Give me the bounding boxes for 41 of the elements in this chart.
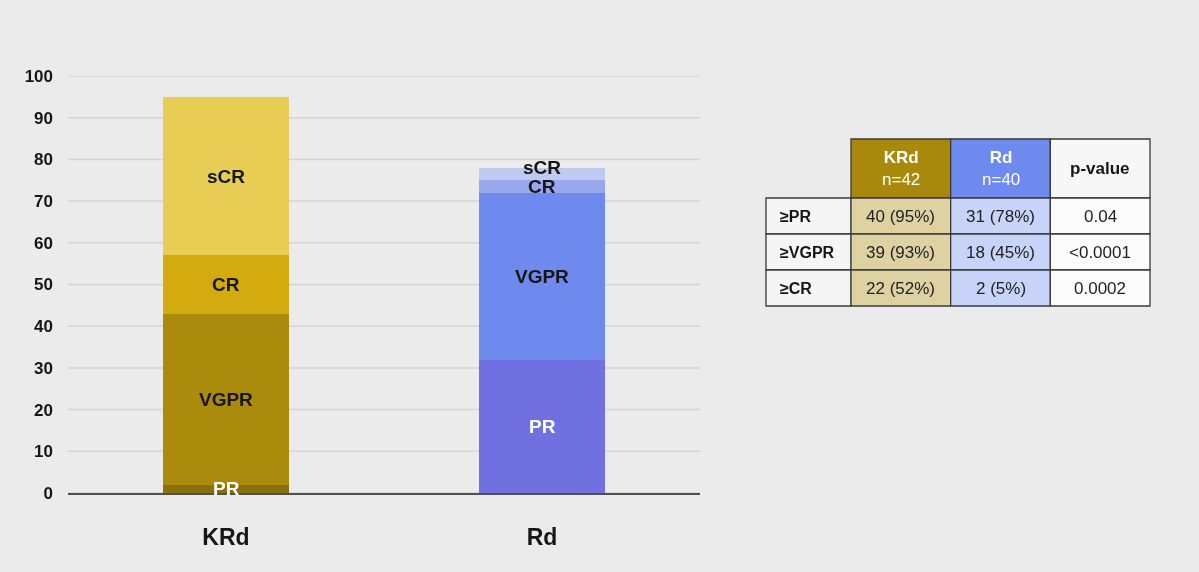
bar: [478, 359, 606, 493]
x-tick-label: KRd: [202, 523, 250, 550]
series-label: sCR: [523, 157, 562, 178]
text: 39 (93%): [866, 243, 935, 262]
text: sCR: [207, 166, 246, 187]
y-tick-label: 90: [34, 108, 53, 128]
y-tick-label: 20: [34, 400, 53, 420]
y-tick-label: 80: [34, 150, 53, 170]
series-label: VGPR: [199, 389, 254, 410]
y-tick-label: 30: [34, 358, 53, 378]
y-tick-label: 100: [24, 66, 53, 86]
y-tick-label: 40: [34, 317, 53, 337]
category-label: ≥PR: [780, 208, 812, 225]
y-tick-label: 50: [34, 275, 53, 295]
text: 31 (78%): [966, 207, 1035, 226]
series-label: PR: [213, 478, 240, 499]
y-tick-label: 70: [34, 192, 53, 212]
text: CR: [212, 274, 240, 295]
bar: [478, 180, 606, 193]
text: 18 (45%): [966, 243, 1035, 262]
series-label: CR: [528, 176, 556, 197]
category-label: Rd n=40: [982, 148, 1021, 190]
bar: [478, 192, 606, 360]
text: 40 (95%): [866, 207, 935, 226]
category-label: ≥CR: [780, 280, 812, 297]
text: VGPR: [515, 266, 569, 287]
y-tick-label: 10: [34, 442, 53, 462]
x-tick-label: Rd: [526, 523, 558, 550]
y-tick-label: 60: [34, 233, 53, 253]
category-label: p-value: [1070, 159, 1130, 178]
bar: [162, 96, 290, 256]
bar: [162, 255, 290, 314]
text: 0.04: [1084, 207, 1118, 226]
category-label: ≥VGPR: [780, 244, 835, 261]
text: 0.0002: [1074, 279, 1126, 298]
text: 2 (5%): [976, 279, 1027, 298]
text: <0.0001: [1069, 243, 1131, 262]
text: 22 (52%): [866, 279, 935, 298]
text: PR: [529, 416, 556, 437]
y-tick-label: 0: [43, 483, 53, 503]
category-label: KRd n=42: [882, 148, 921, 190]
